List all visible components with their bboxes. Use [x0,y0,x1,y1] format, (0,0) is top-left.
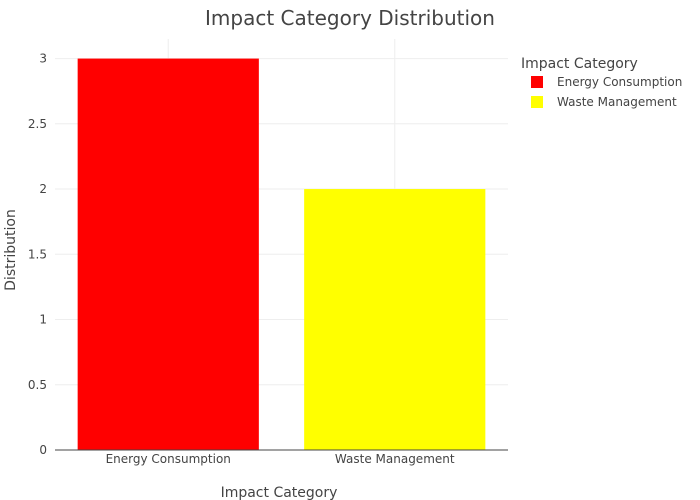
legend-swatch[interactable] [531,76,543,88]
chart-title: Impact Category Distribution [205,6,495,30]
y-axis-title: Distribution [3,209,19,291]
x-tick-label: Energy Consumption [106,452,231,466]
bar-energy-consumption[interactable] [77,58,259,450]
y-tick-labels: 0 0.5 1 1.5 2 2.5 3 [28,52,47,457]
y-tick-label: 2.5 [28,117,47,131]
y-tick-label: 1 [39,313,47,327]
legend-title: Impact Category [521,56,638,72]
bar-group [77,58,486,451]
y-tick-label: 2 [39,182,47,196]
y-tick-label: 3 [39,52,47,66]
bar-waste-management[interactable] [304,189,486,451]
legend-swatch[interactable] [531,96,543,108]
legend-label[interactable]: Energy Consumption [557,75,682,89]
x-tick-label: Waste Management [335,452,455,466]
x-tick-labels: Energy Consumption Waste Management [106,452,455,466]
y-tick-label: 0.5 [28,378,47,392]
x-axis-title: Impact Category [221,485,338,500]
y-tick-label: 1.5 [28,247,47,261]
legend: Impact Category Energy Consumption Waste … [521,56,682,109]
y-tick-label: 0 [39,443,47,457]
legend-label[interactable]: Waste Management [557,95,677,109]
